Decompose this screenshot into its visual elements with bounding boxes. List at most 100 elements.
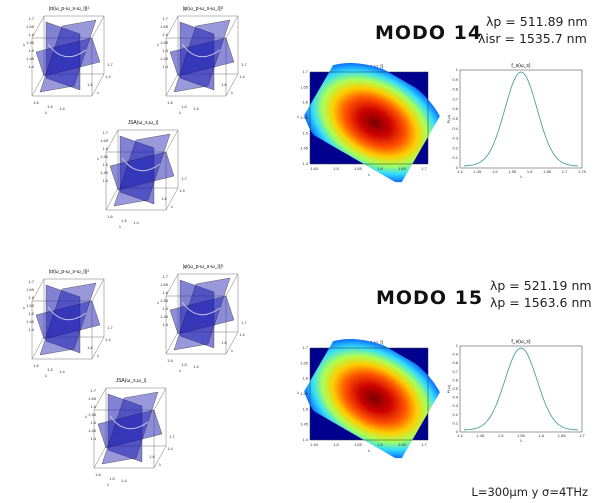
- heatmap-xtick: 1.65: [398, 166, 407, 171]
- cube-xlabel: λ: [179, 368, 181, 373]
- cube-ytick2: 1.7: [241, 62, 247, 67]
- cube-ytick: 1.65: [160, 282, 169, 287]
- intersection-curve: [47, 43, 87, 58]
- heatmap-xtick: 1.65: [398, 442, 407, 447]
- cube-ytick2: 1.7: [181, 176, 187, 181]
- plane-diagonal: [101, 391, 159, 465]
- intersection-curve: [181, 301, 221, 316]
- cube-ytick: 1.55: [100, 154, 109, 159]
- heatmap-ytick: 1.7: [302, 345, 308, 350]
- curve-ytick: 1: [456, 67, 459, 72]
- cube-edge: [91, 73, 105, 97]
- cube-title: JSA(ω_s,ω_i): [128, 120, 159, 126]
- cube-ytick: 1.55: [26, 303, 35, 308]
- cube-edge: [165, 331, 179, 355]
- cube-edge: [165, 273, 179, 297]
- heatmap-xtick: 1.7: [421, 442, 427, 447]
- curve-ytick: 0.3: [452, 403, 458, 408]
- cube-ytick: 1.5: [90, 420, 96, 425]
- plane-diagonal: [113, 133, 171, 207]
- cube-zlabel: λ: [23, 305, 25, 310]
- cube-ytick: 1.65: [100, 138, 109, 143]
- cube-edge: [165, 129, 179, 153]
- heatmap-ytick: 1.4: [302, 161, 308, 166]
- curve-xtick: 1.4: [457, 169, 463, 174]
- cube-ytick: 1.45: [88, 428, 97, 433]
- cube-xtick: 1.4: [59, 106, 65, 111]
- cube-ylabel: λ: [97, 353, 99, 358]
- cube-ytick: 1.45: [160, 56, 169, 61]
- mode-15-lambda-p: λp = 521.19 nm: [490, 278, 592, 293]
- heatmap-xtick: 1.7: [421, 166, 427, 171]
- cube-edge: [165, 15, 179, 39]
- cube-zlabel: λ: [97, 156, 99, 161]
- curve-frame: [459, 69, 583, 169]
- heatmap-ylabel: λ: [297, 114, 299, 119]
- intersection-curve: [109, 415, 149, 430]
- cube-plot-m15-3: JSA(ω_s,ω_i)1.71.651.61.551.51.451.4λ1.6…: [85, 378, 176, 487]
- cube-edge: [91, 336, 105, 360]
- curve-ytick: 0.3: [452, 136, 458, 141]
- curve-frame: [459, 345, 583, 433]
- heatmap-xtick: 1.55: [354, 442, 363, 447]
- cube-ytick: 1.45: [26, 56, 35, 61]
- cube-edge: [91, 278, 105, 302]
- heatmap-xlabel: λ: [368, 172, 370, 177]
- cube-xtick: 1.5: [47, 104, 53, 109]
- cube-xtick: 1.6: [107, 214, 113, 219]
- heatmap-ytick: 1.65: [300, 84, 309, 89]
- heatmap-ytick: 1.6: [302, 376, 308, 381]
- cube-zlabel: λ: [157, 300, 159, 305]
- curve-xlabel: λ: [520, 174, 522, 179]
- cube-xtick: 1.5: [181, 104, 187, 109]
- cube-xtick: 1.5: [121, 218, 127, 223]
- cube-ytick: 1.45: [100, 170, 109, 175]
- heatmap-ytick: 1.65: [300, 360, 309, 365]
- cube-xtick: 1.5: [181, 362, 187, 367]
- heatmap-ytick: 1.45: [300, 146, 309, 151]
- curve-ytick: 0.4: [452, 126, 458, 131]
- curve-xtick: 1.6: [527, 169, 533, 174]
- mode-14-title: MODO 14: [375, 22, 483, 44]
- cube-ytick: 1.6: [102, 146, 108, 151]
- curve-ytick: 0.7: [452, 96, 458, 101]
- heatmap-xtick: 1.5: [333, 442, 339, 447]
- heatmap-ytick: 1.45: [300, 422, 309, 427]
- cube-ytick: 1.6: [162, 32, 168, 37]
- curve-ytick: 0.9: [452, 352, 458, 357]
- cube-ytick: 1.65: [26, 287, 35, 292]
- cube-title: JSA(ω_s,ω_i): [116, 378, 147, 384]
- curve-xtick: 1.55: [517, 433, 526, 438]
- cube-ylabel: λ: [231, 348, 233, 353]
- cube-ylabel: λ: [159, 462, 161, 467]
- curve-xtick: 1.45: [474, 169, 483, 174]
- intersection-curve: [121, 157, 161, 172]
- curve-ytick: 0.5: [452, 116, 458, 121]
- mode-14-lambda-p: λp = 511.89 nm: [486, 14, 588, 29]
- curve-ytick: 0.1: [452, 155, 458, 160]
- plane-diagonal: [173, 19, 231, 93]
- cube-ytick2: 1.7: [169, 434, 175, 439]
- cube-xtick: 1.4: [59, 369, 65, 374]
- curve-m15: f_s(ω_s) 1.4 1.45 1.5 1.55 1.6 1.65 1.7 0 0.1 0.2 0…: [446, 339, 586, 443]
- cube-plot-m15-1: |α(ω_p-ω_s-ω_i)|² 1.7 1.65 1.6 1.55 1.5 1.45 1.…: [23, 269, 114, 378]
- heatmap-xtick: 1.5: [333, 166, 339, 171]
- footer-params: L=300μm y σ=4THz: [471, 485, 588, 499]
- curve-line: [464, 347, 578, 431]
- curve-xtick: 1.65: [543, 169, 552, 174]
- heatmap-frame: [309, 347, 429, 441]
- curve-title: f_s(ω_s): [511, 339, 531, 345]
- curve-ytick: 0.7: [452, 369, 458, 374]
- cube-ytick2: 1.6: [149, 454, 155, 459]
- cube-edge: [91, 15, 105, 39]
- cube-xlabel: λ: [45, 110, 47, 115]
- cube-ytick2: 1.4: [105, 337, 111, 342]
- heatmap-m15: f_s(ω_s,ω_i)1.451.51.551.61.651.71.41.45…: [297, 339, 447, 459]
- cube-zlabel: λ: [23, 42, 25, 47]
- cube-xtick: 1.6: [33, 363, 39, 368]
- cube-xtick: 1.6: [167, 358, 173, 363]
- curve-ylabel: P(ω): [446, 114, 451, 123]
- curve-ytick: 1: [456, 343, 459, 348]
- curve-xtick: 1.5: [492, 169, 498, 174]
- curve-ytick: 0.1: [452, 420, 458, 425]
